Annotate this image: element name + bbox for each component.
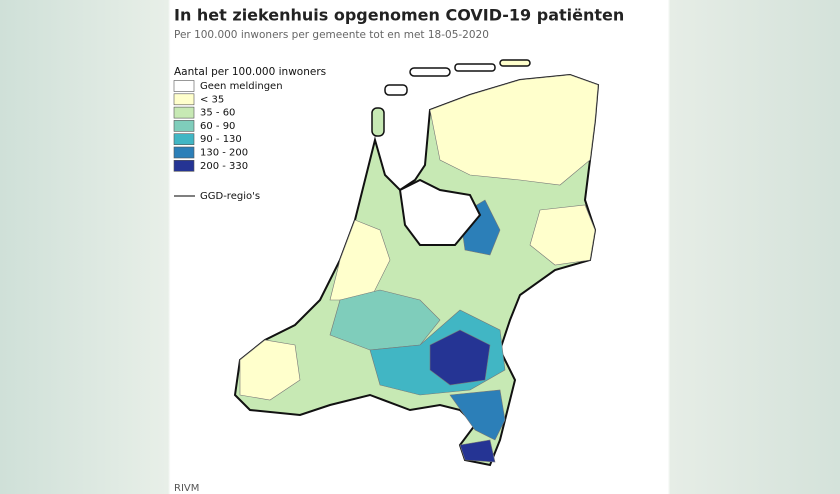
legend-label: 35 - 60 [200,108,235,119]
legend-label: 60 - 90 [200,121,235,132]
legend: Geen meldingen < 35 35 - 60 60 - 90 90 - 130… [173,80,283,172]
legend-label: < 35 [200,94,224,105]
island [371,107,385,137]
island [499,59,531,67]
legend-swatch [173,80,195,92]
legend-label: 200 - 330 [200,161,248,172]
island [454,63,496,72]
region-zeeland [239,339,301,401]
legend-label: 130 - 200 [200,148,248,159]
legend-label: 90 - 130 [200,134,242,145]
legend-line-label: GGD-regio's [200,191,260,202]
legend-swatch [173,133,195,145]
region-east [529,204,596,266]
legend-swatch [173,93,195,106]
region-south-limburg [459,439,496,463]
source: RIVM [174,483,199,494]
legend-swatch [173,106,195,119]
map [233,59,600,467]
region-mid [329,289,441,351]
region-limburg [449,389,506,441]
region-north [429,74,599,186]
legend-swatch [173,146,195,159]
region-hotspot [429,329,491,386]
island [384,84,408,96]
legend-swatch [173,120,195,132]
title: In het ziekenhuis opgenomen COVID-19 pat… [174,6,624,25]
legend-label: Geen meldingen [200,81,283,92]
legend-swatch [173,160,195,172]
ijsselmeer [398,178,482,246]
subtitle: Per 100.000 inwoners per gemeente tot en… [174,29,489,41]
legend-title: Aantal per 100.000 inwoners [174,66,326,78]
island [409,67,451,77]
